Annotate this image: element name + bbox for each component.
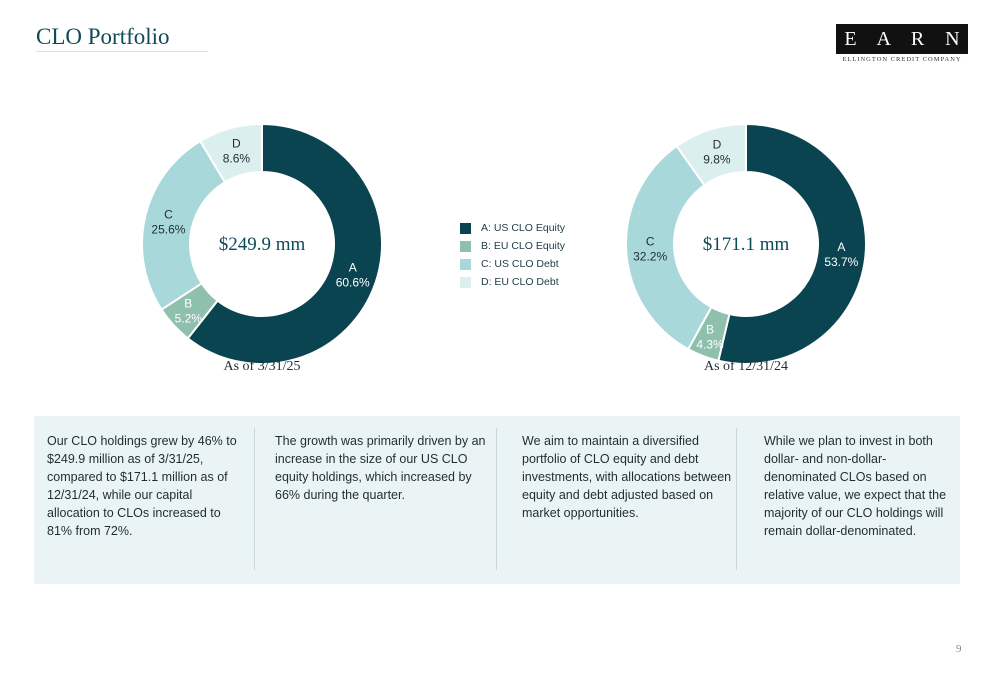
slice-label-a: A 60.6% xyxy=(336,260,370,289)
column-divider xyxy=(736,428,737,570)
legend-item: A: US CLO Equity xyxy=(460,219,565,237)
donut-slice-d xyxy=(675,122,747,187)
legend-swatch xyxy=(460,240,471,252)
chart-caption-3-31-25: As of 3/31/25 xyxy=(223,359,301,374)
slice-label-c: C 32.2% xyxy=(633,234,667,263)
commentary-column-1: Our CLO holdings grew by 46% to $249.9 m… xyxy=(47,434,237,538)
earn-logo: E A R N ELLINGTON CREDIT COMPANY xyxy=(836,24,968,63)
legend-label: C: US CLO Debt xyxy=(481,258,559,270)
slice-label-b: B 5.2% xyxy=(175,297,203,326)
donut-chart-3-31-25: A 60.6% B 5.2% C 25.6% D 8.6% $249.9 mm xyxy=(132,122,392,365)
legend-item: B: EU CLO Equity xyxy=(460,237,565,255)
page-number: 9 xyxy=(956,643,962,655)
donut-chart-svg: A 53.7% B 4.3% C 32.2% D 9.8% $171.1 mm xyxy=(625,122,867,365)
donut-center-total: $249.9 mm xyxy=(219,234,306,255)
page-title: CLO Portfolio xyxy=(36,24,170,49)
donut-slice-c xyxy=(625,144,713,351)
donut-chart-12-31-24: A 53.7% B 4.3% C 32.2% D 9.8% $171.1 mm xyxy=(616,122,876,365)
slice-label-a: A 53.7% xyxy=(824,240,858,269)
commentary-column-2: The growth was primarily driven by an in… xyxy=(275,434,486,502)
donut-center-total: $171.1 mm xyxy=(703,234,790,255)
legend-swatch xyxy=(460,276,471,288)
logo-wordmark: E A R N xyxy=(836,24,968,54)
legend-swatch xyxy=(460,258,471,270)
donut-slice-a xyxy=(186,122,383,365)
legend-item: C: US CLO Debt xyxy=(460,255,565,273)
slice-label-d: D 8.6% xyxy=(223,136,251,165)
legend-label: A: US CLO Equity xyxy=(481,222,566,234)
legend-label: B: EU CLO Equity xyxy=(481,240,566,252)
slice-label-b: B 4.3% xyxy=(696,322,724,351)
slice-label-c: C 25.6% xyxy=(151,207,185,236)
logo-subtitle: ELLINGTON CREDIT COMPANY xyxy=(842,56,962,63)
commentary-column-3: We aim to maintain a diversified portfol… xyxy=(522,434,732,520)
title-underline xyxy=(36,51,208,52)
legend-item: D: EU CLO Debt xyxy=(460,273,565,291)
legend-swatch xyxy=(460,222,471,234)
donut-slice-a xyxy=(717,122,867,365)
chart-caption-12-31-24: As of 12/31/24 xyxy=(704,359,788,374)
commentary-panel: Our CLO holdings grew by 46% to $249.9 m… xyxy=(34,416,960,584)
chart-legend: A: US CLO Equity B: EU CLO Equity C: US … xyxy=(460,219,565,291)
commentary-column-4: While we plan to invest in both dollar- … xyxy=(764,434,947,538)
column-divider xyxy=(496,428,497,570)
donut-slice-c xyxy=(141,139,227,311)
legend-label: D: EU CLO Debt xyxy=(481,276,559,288)
column-divider xyxy=(254,428,255,570)
donut-slice-d xyxy=(198,122,263,184)
slice-label-d: D 9.8% xyxy=(703,138,731,167)
donut-chart-svg: A 60.6% B 5.2% C 25.6% D 8.6% $249.9 mm xyxy=(141,122,383,365)
